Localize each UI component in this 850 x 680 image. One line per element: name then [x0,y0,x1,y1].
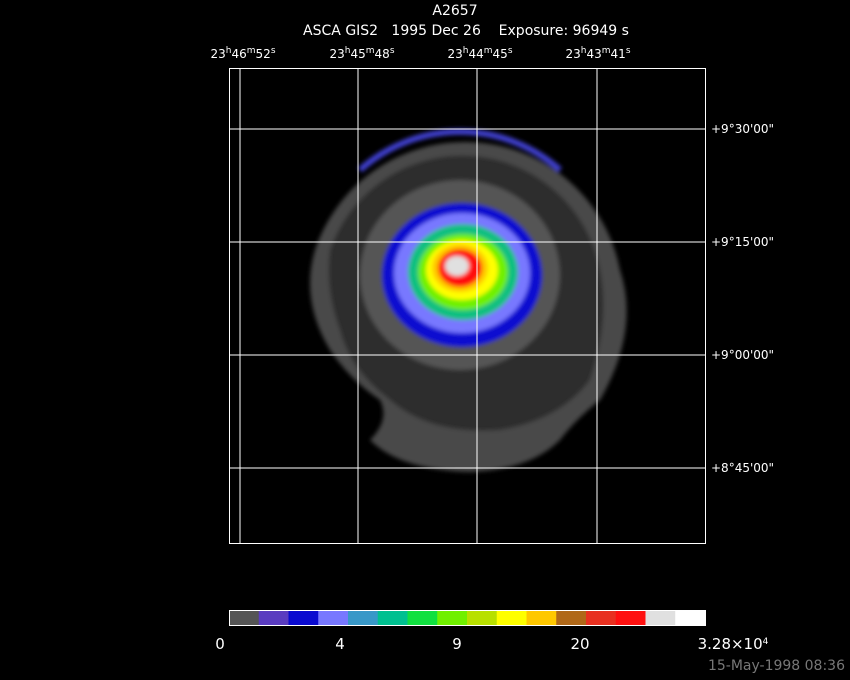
ra-label-part: 44 [468,47,483,61]
colorbar-swatch [467,611,498,625]
colorbar-label-part: 3.28×10 [698,635,763,653]
colorbar-label-part: 20 [570,635,589,653]
ra-label-part: 48 [375,47,390,61]
ra-label-sup: m [247,46,256,56]
ra-label-sup: m [602,46,611,56]
colorbar-frame [229,610,706,626]
ra-label-sup: h [226,46,232,56]
dec-label: +9°00'00" [711,348,774,362]
xray-image [310,128,627,473]
coordinate-grid [229,68,706,544]
ra-label-part: 45 [350,47,365,61]
colorbar-label: 9 [452,635,462,653]
colorbar-swatch [348,611,379,625]
colorbar-label: 0 [215,635,225,653]
colorbar-swatch [437,611,468,625]
colorbar-label-part: 4 [335,635,345,653]
colorbar-swatch [586,611,617,625]
colorbar-label-part: 9 [452,635,462,653]
ra-label-part: 46 [231,47,246,61]
ra-label-sup: h [345,46,351,56]
colorbar-swatch [407,611,438,625]
colorbar-swatch [377,611,408,625]
colorbar-label-part: 0 [215,635,225,653]
timestamp: 15-May-1998 08:36 [708,658,845,674]
ra-label: 23h45m48s [329,46,394,61]
title: A2657 [432,3,477,19]
colorbar-label: 3.28×104 [698,635,769,653]
ra-label: 23h44m45s [447,46,512,61]
ra-label-sup: h [463,46,469,56]
colorbar-swatch [645,611,676,625]
colorbar-swatch [288,611,319,625]
ra-label-part: 52 [256,47,271,61]
colorbar-swatch [675,611,706,625]
dec-label: +8°45'00" [711,461,774,475]
colorbar-swatch [496,611,527,625]
colorbar-swatch [526,611,557,625]
colorbar-swatch [258,611,289,625]
dec-label: +9°15'00" [711,235,774,249]
dec-label: +9°30'00" [711,122,774,136]
ra-label-sup: s [271,46,276,56]
ra-label-part: 45 [493,47,508,61]
subtitle: ASCA GIS2 1995 Dec 26 Exposure: 96949 s [303,23,629,39]
ra-label-part: 23 [565,47,580,61]
ra-label-sup: s [390,46,395,56]
ra-label-sup: m [484,46,493,56]
ra-label-sup: h [581,46,587,56]
ra-label-sup: s [626,46,631,56]
colorbar-label: 20 [570,635,589,653]
ra-label: 23h46m52s [210,46,275,61]
colorbar-swatch [615,611,646,625]
ra-label: 23h43m41s [565,46,630,61]
colorbar-swatch [229,611,260,625]
colorbar-swatch [556,611,587,625]
ra-label-sup: s [508,46,513,56]
ra-label-sup: m [366,46,375,56]
colorbar-label-sup: 4 [763,637,769,647]
ra-label-part: 43 [586,47,601,61]
colorbar-swatch [318,611,349,625]
colorbar-label: 4 [335,635,345,653]
ra-label-part: 23 [210,47,225,61]
ra-label-part: 41 [611,47,626,61]
ra-label-part: 23 [329,47,344,61]
ra-label-part: 23 [447,47,462,61]
